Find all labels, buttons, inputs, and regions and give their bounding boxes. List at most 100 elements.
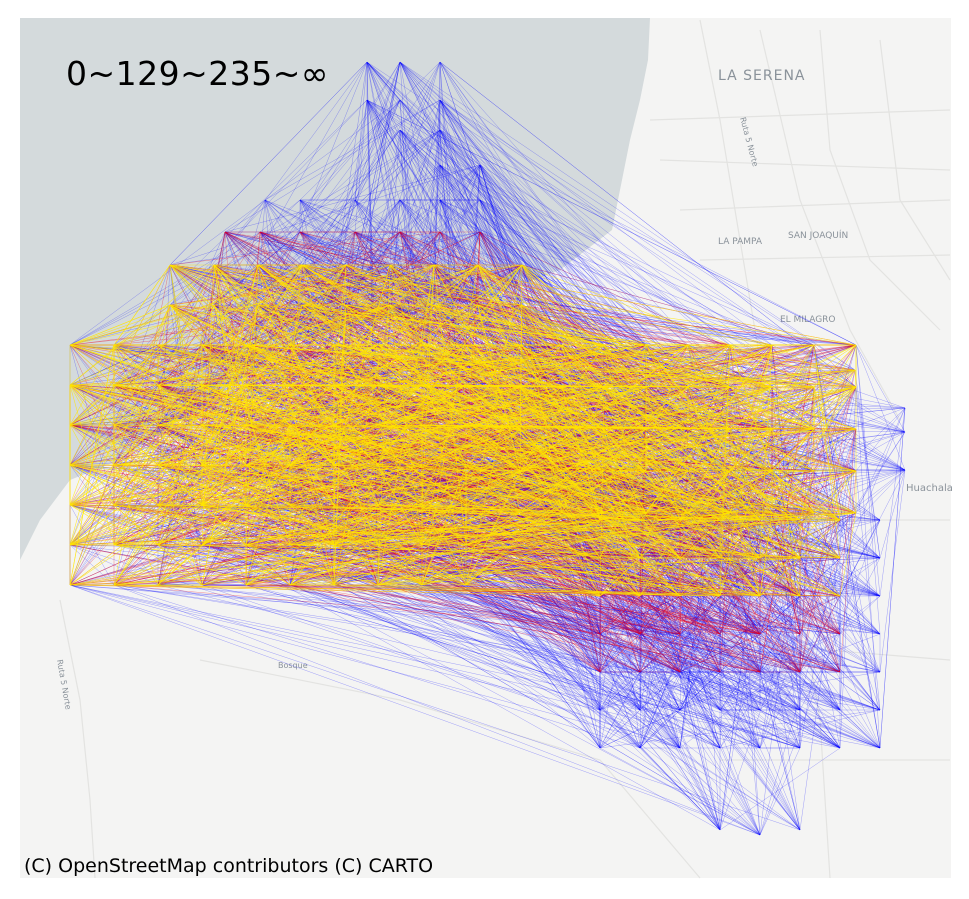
flow-line	[679, 709, 881, 749]
flow-line	[399, 129, 523, 266]
flow-line	[645, 344, 681, 673]
flow-line	[639, 671, 881, 711]
flow-line	[599, 671, 721, 749]
flow-line	[245, 584, 761, 711]
flow-line	[771, 512, 801, 673]
flow-line	[289, 384, 721, 831]
flow-line	[299, 231, 881, 521]
flow-line	[301, 264, 815, 346]
flow-line	[599, 512, 857, 711]
flow-line	[719, 747, 841, 831]
flow-line	[354, 231, 647, 346]
flow-line	[333, 61, 401, 426]
flow-line	[399, 129, 523, 306]
flow-line	[113, 504, 601, 597]
flow-line	[639, 469, 906, 673]
flow-line	[639, 595, 681, 635]
flow-line	[69, 231, 226, 586]
flow-line	[639, 428, 689, 711]
flow-line	[377, 424, 641, 711]
flow-line	[399, 99, 481, 166]
flow-line	[855, 386, 881, 559]
flow-line	[479, 199, 681, 749]
flow-line	[69, 99, 401, 546]
flow-line	[839, 469, 906, 597]
flow-line	[679, 595, 801, 673]
flow-line	[799, 557, 841, 597]
flow-line	[69, 164, 481, 506]
flow-line	[519, 428, 841, 673]
flow-line	[599, 595, 881, 635]
flow-line	[113, 544, 761, 635]
flow-line	[69, 584, 801, 831]
flow-line	[855, 512, 881, 521]
flow-line	[333, 504, 761, 749]
flow-line	[759, 709, 801, 749]
flow-line	[729, 470, 881, 635]
flow-line	[719, 369, 856, 521]
flow-line	[759, 469, 906, 597]
flow-line	[113, 544, 761, 559]
flow-line	[879, 469, 906, 559]
flow-line	[645, 470, 841, 673]
flow-line	[366, 61, 521, 514]
flow-line	[719, 431, 906, 711]
flow-line	[439, 61, 857, 388]
place-label-huachalalume: Huachala	[906, 483, 953, 494]
flow-line	[439, 99, 841, 521]
flow-line	[354, 199, 391, 306]
flow-line	[639, 595, 761, 836]
flow-line	[561, 512, 641, 635]
flow-line	[245, 61, 401, 466]
flow-line	[719, 595, 841, 711]
flow-line	[439, 129, 881, 559]
flow-line	[157, 584, 761, 635]
flow-line	[201, 344, 881, 749]
flow-line	[69, 384, 841, 711]
flow-line	[439, 61, 857, 388]
flow-line	[421, 384, 601, 749]
flow-line	[479, 231, 761, 635]
flow-line	[333, 584, 841, 673]
flow-line	[433, 61, 441, 266]
flow-line	[855, 344, 881, 635]
flow-line	[69, 129, 401, 586]
flow-line	[759, 519, 881, 635]
flow-line	[679, 557, 761, 711]
flow-line	[687, 386, 801, 831]
flow-line	[421, 504, 761, 673]
flow-line	[799, 344, 857, 559]
flow-line	[289, 384, 881, 749]
flow-line	[257, 304, 801, 749]
flow-line	[69, 544, 761, 673]
flow-line	[157, 584, 681, 635]
flow-line	[855, 407, 906, 472]
flow-line	[679, 671, 721, 711]
flow-line	[259, 231, 303, 266]
flow-line	[169, 61, 368, 266]
flow-line	[799, 428, 857, 749]
flow-line	[354, 99, 368, 201]
flow-line	[69, 584, 681, 749]
flow-line	[854, 369, 881, 559]
flow-line	[679, 595, 721, 749]
flow-line	[679, 595, 801, 711]
flow-line	[679, 633, 761, 673]
flow-line	[479, 231, 773, 430]
flow-line	[679, 747, 721, 831]
flow-line	[439, 99, 647, 430]
flow-line	[201, 544, 681, 635]
flow-line	[377, 199, 401, 466]
flow-line	[645, 512, 761, 597]
flow-line	[719, 633, 801, 831]
basemap: LA SERENA LA PAMPA SAN JOAQUÍN EL MILAGR…	[20, 18, 953, 879]
flow-line	[465, 344, 773, 472]
flow-line	[561, 344, 841, 749]
flow-line	[639, 557, 681, 673]
flow-line	[157, 424, 801, 711]
flow-line	[399, 99, 841, 521]
flow-line	[599, 557, 801, 831]
flow-line	[439, 199, 856, 371]
flow-line	[679, 595, 801, 711]
flow-line	[479, 231, 815, 388]
